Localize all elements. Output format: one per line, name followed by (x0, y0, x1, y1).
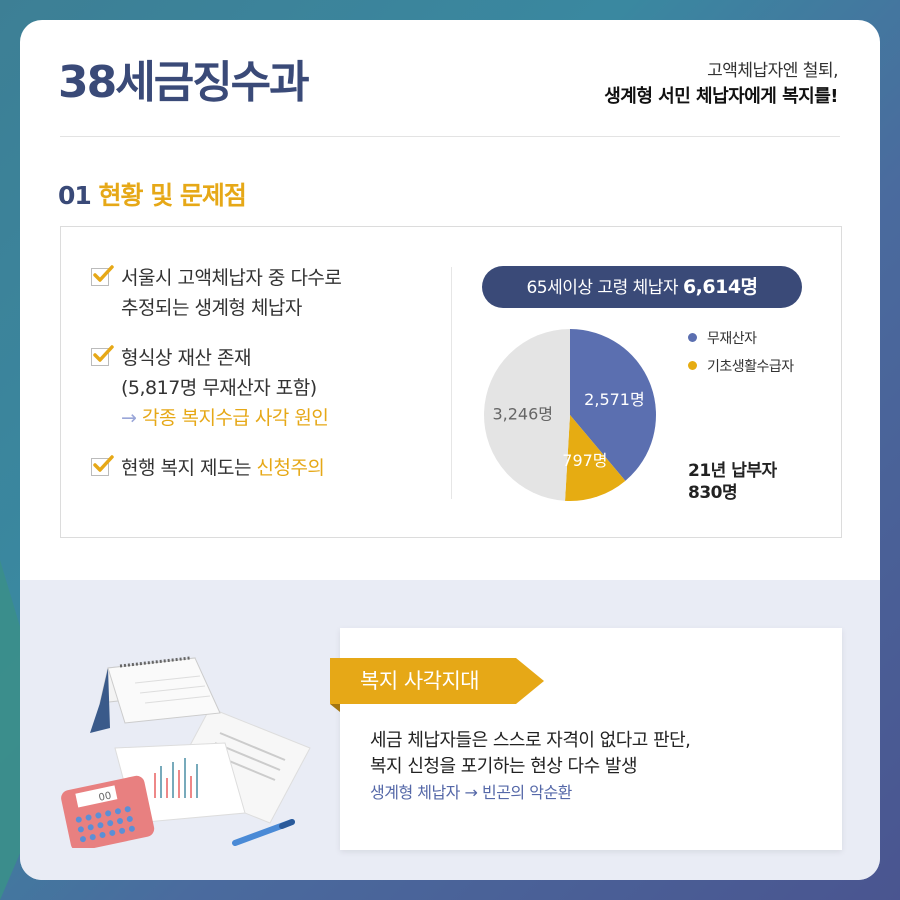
check-item-2-line1: 형식상 재산 존재 (121, 347, 251, 369)
arrow-right-icon: → (121, 407, 137, 429)
pie-label-0: 2,571명 (584, 390, 645, 409)
pie-label-2: 3,246명 (492, 405, 553, 424)
check-item-3-label: 현행 복지 제도는 (121, 457, 257, 479)
office-illustration: 00 (61, 656, 311, 848)
welfare-text: 세금 체납자들은 스스로 자격이 없다고 판단, 복지 신청을 포기하는 현상 … (370, 728, 691, 806)
check-item-2-result: 각종 복지수급 사각 원인 (141, 407, 329, 429)
legend-item-2: 기초생활수급자 (688, 356, 794, 376)
checkbox-icon (91, 345, 114, 366)
pie-slice-1 (565, 415, 626, 501)
pen-icon (232, 819, 295, 846)
calculator-icon: 00 (61, 775, 155, 848)
divider (60, 136, 840, 137)
checkbox-icon (91, 455, 114, 476)
subtitle-line1: 고액체납자엔 철퇴, (707, 61, 838, 81)
subtitle-line2: 생계형 서민 체납자에게 복지를! (604, 86, 838, 107)
legend-dot-blue (688, 333, 697, 342)
vertical-divider (451, 267, 452, 499)
taxpayers-line2: 830명 (688, 483, 738, 503)
section-number: 01 (58, 181, 92, 210)
pill-value: 6,614명 (682, 276, 758, 298)
check-item-2: 형식상 재산 존재 (5,817명 무재산자 포함) → 각종 복지수급 사각 … (91, 343, 329, 433)
check-item-1-line2: 추정되는 생계형 체납자 (121, 297, 302, 319)
taxpayers-line1: 21년 납부자 (688, 461, 777, 481)
pill-label: 65세이상 고령 체납자 (526, 278, 683, 298)
check-item-2-line2: (5,817명 무재산자 포함) (121, 377, 317, 399)
calendar-icon (90, 656, 221, 733)
tag-fold (330, 704, 340, 712)
pie-slice-0 (570, 329, 656, 481)
status-box: 서울시 고액체납자 중 다수로 추정되는 생계형 체납자 형식상 재산 존재 (… (60, 226, 842, 538)
info-card-main: 38세금징수과 고액체납자엔 철퇴, 생계형 서민 체납자에게 복지를! 01 … (20, 20, 880, 880)
legend-item-1: 무재산자 (688, 328, 757, 348)
welfare-tag: 복지 사각지대 (330, 658, 544, 704)
welfare-line2: 복지 신청을 포기하는 현상 다수 발생 (370, 756, 638, 777)
check-item-3-highlight: 신청주의 (256, 457, 325, 479)
pie-chart-svg: 2,571명 797명 3,246명 (484, 329, 656, 501)
elderly-taxpayer-pill: 65세이상 고령 체납자 6,614명 (482, 266, 802, 308)
section-heading: 01 현황 및 문제점 (58, 176, 247, 212)
check-item-2-line3: → 각종 복지수급 사각 원인 (91, 403, 329, 433)
checkbox-icon (91, 265, 114, 286)
legend-label-1: 무재산자 (707, 331, 757, 347)
welfare-line1: 세금 체납자들은 스스로 자격이 없다고 판단, (370, 730, 691, 751)
taxpayers-2021: 21년 납부자 830명 (688, 460, 777, 504)
pie-chart: 2,571명 797명 3,246명 (480, 325, 660, 509)
check-item-3-text: 현행 복지 제도는 신청주의 (91, 453, 325, 483)
check-item-1-line1: 서울시 고액체납자 중 다수로 (121, 267, 342, 289)
pie-label-1: 797명 (562, 451, 607, 470)
pie-slice-2 (484, 329, 570, 501)
check-item-3: 현행 복지 제도는 신청주의 (91, 453, 325, 483)
calculator-display: 00 (98, 790, 113, 803)
legend-dot-yellow (688, 361, 697, 370)
check-item-1: 서울시 고액체납자 중 다수로 추정되는 생계형 체납자 (91, 263, 342, 323)
legend-label-2: 기초생활수급자 (707, 359, 794, 375)
welfare-line3: 생계형 체납자 → 빈곤의 악순환 (370, 783, 572, 802)
page-title: 38세금징수과 (58, 57, 310, 108)
section-title: 현황 및 문제점 (98, 181, 247, 210)
